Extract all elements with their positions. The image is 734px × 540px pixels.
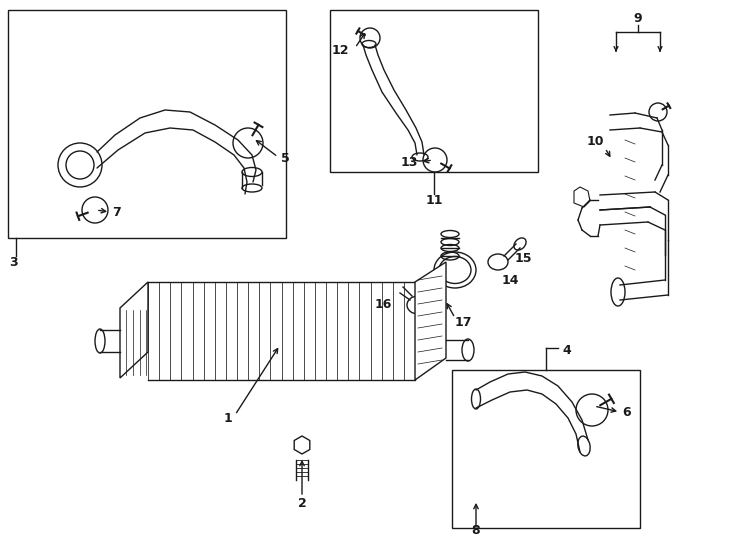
Text: 1: 1: [224, 412, 233, 425]
Text: 15: 15: [515, 252, 532, 265]
Text: 16: 16: [374, 299, 392, 312]
Text: 4: 4: [562, 343, 571, 356]
Text: 10: 10: [586, 135, 604, 148]
FancyBboxPatch shape: [8, 10, 286, 238]
Text: 8: 8: [472, 524, 480, 537]
Text: 5: 5: [281, 152, 290, 165]
FancyBboxPatch shape: [330, 10, 538, 172]
Polygon shape: [120, 282, 148, 378]
Text: 7: 7: [112, 206, 121, 219]
Polygon shape: [574, 187, 590, 207]
Text: 11: 11: [425, 194, 443, 207]
Text: 13: 13: [401, 156, 418, 168]
Text: 6: 6: [622, 407, 631, 420]
Text: 12: 12: [332, 44, 349, 57]
Polygon shape: [294, 436, 310, 454]
Text: 17: 17: [455, 315, 473, 328]
Text: 3: 3: [9, 256, 18, 269]
Text: 14: 14: [502, 273, 520, 287]
Text: 2: 2: [297, 497, 306, 510]
Polygon shape: [415, 262, 446, 380]
Text: 9: 9: [633, 12, 642, 25]
FancyBboxPatch shape: [452, 370, 640, 528]
